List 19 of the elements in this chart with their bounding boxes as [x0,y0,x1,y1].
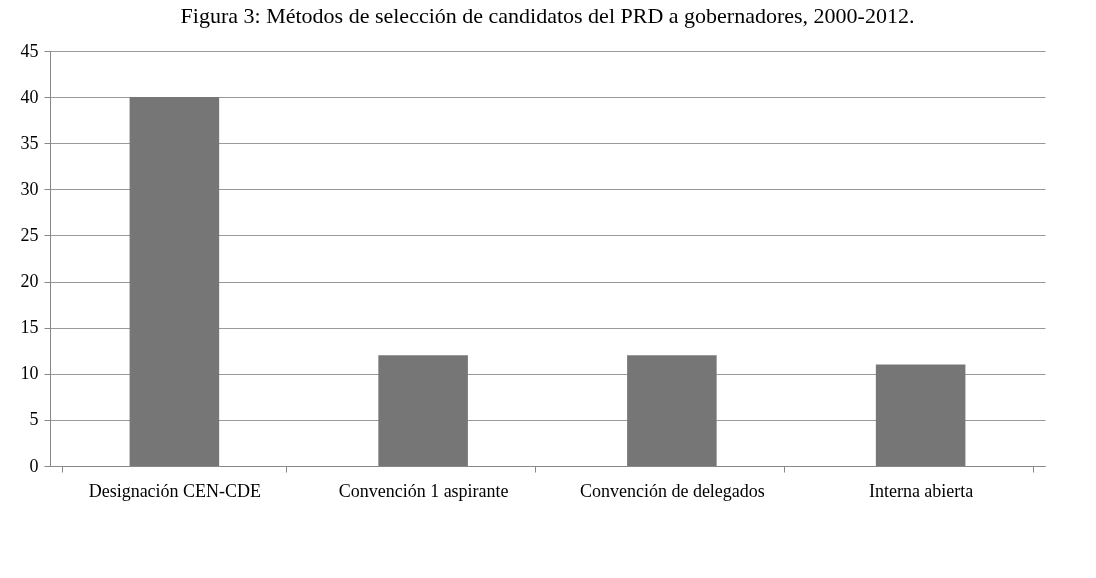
y-tick-label: 45 [20,40,39,61]
y-tick-label: 40 [20,86,39,107]
chart-title: Figura 3: Métodos de selección de candidatos del PRD a gobernadores, 2000-2012. [180,3,915,28]
y-tick-label: 20 [20,271,39,292]
y-tick-label: 5 [29,409,39,430]
y-tick-label: 10 [20,363,39,384]
y-tick-label: 30 [20,178,39,199]
y-tick-label: 15 [20,317,39,338]
x-tick-label: Designación CEN-CDE [88,480,262,501]
bar [378,355,468,466]
bar [627,355,717,466]
x-tick-label: Convención 1 aspirante [338,480,509,501]
y-tick-label: 0 [29,455,39,476]
x-tick-label: Interna abierta [868,480,974,501]
bar [875,364,966,466]
bar [129,97,220,466]
y-tick-label: 25 [20,224,39,245]
x-tick-label: Convención de delegados [579,480,765,501]
y-tick-label: 35 [20,132,39,153]
